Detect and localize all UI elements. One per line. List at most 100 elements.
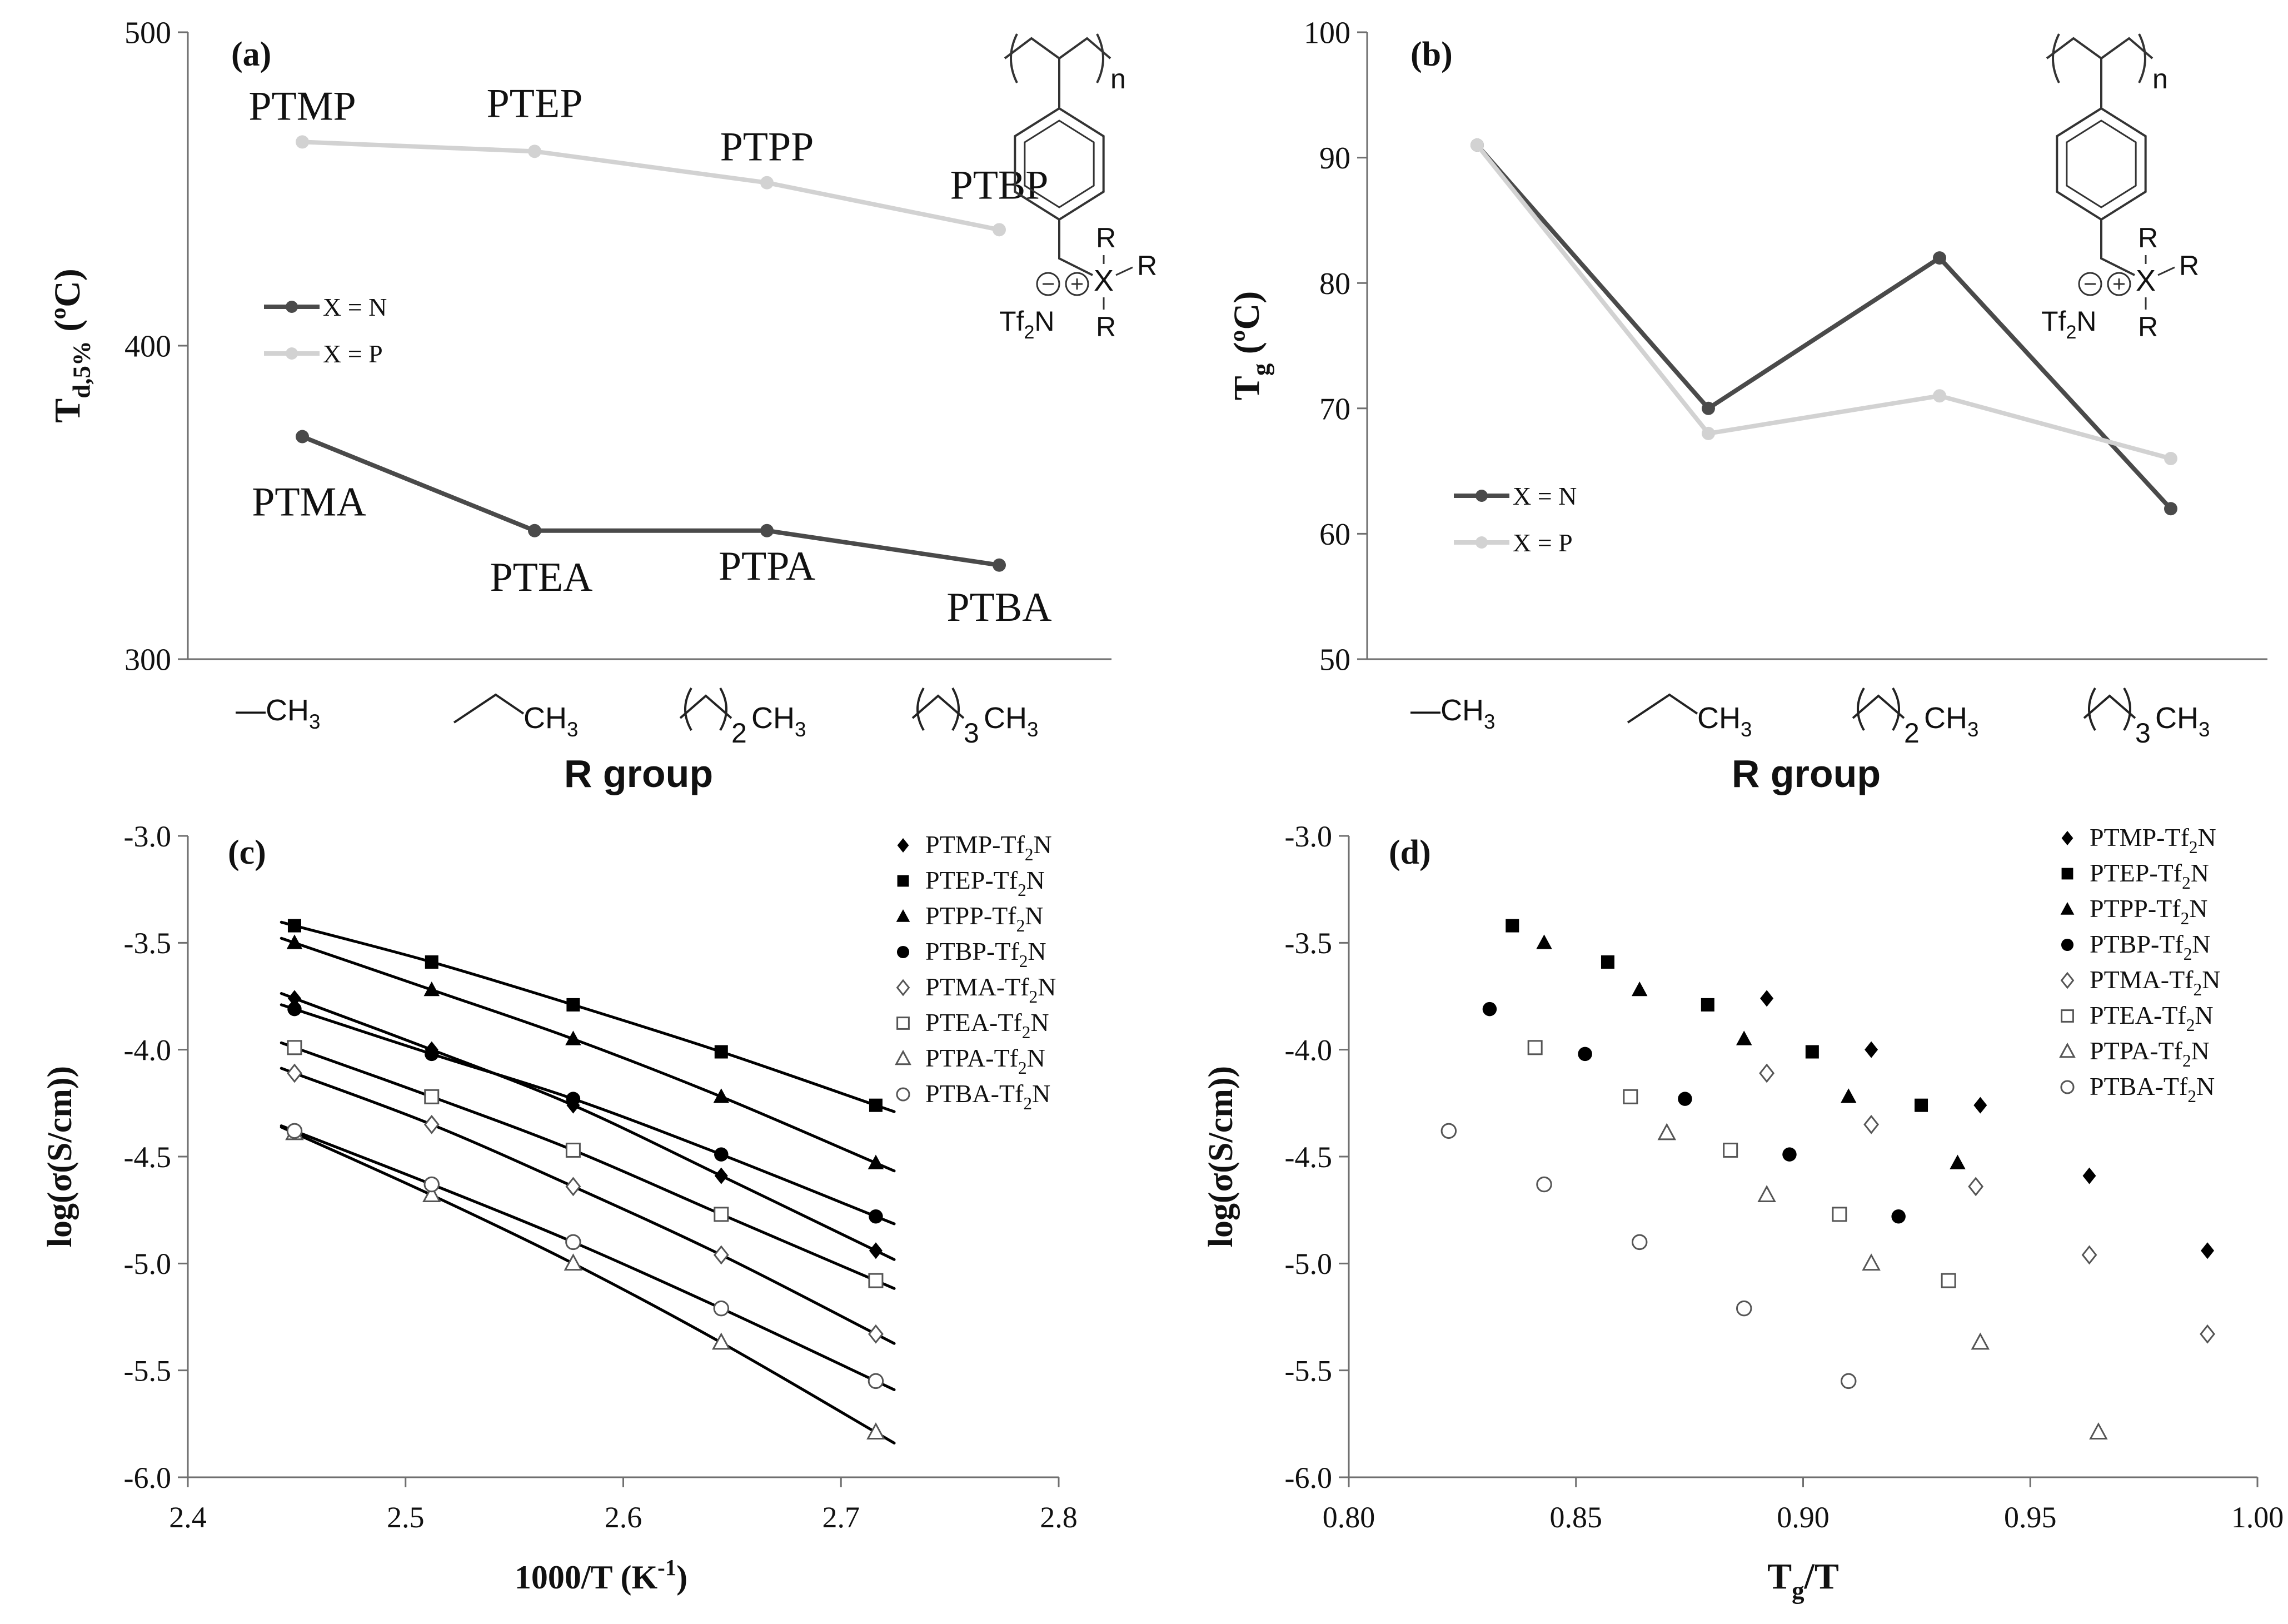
data-point <box>1891 1209 1906 1224</box>
y-tick-label: -5.0 <box>124 1247 171 1281</box>
data-point <box>713 1245 729 1265</box>
x-tick-label: 2.5 <box>387 1501 425 1534</box>
legend-label-part: PTMP-Tf <box>925 830 1025 859</box>
data-point <box>1760 990 1774 1007</box>
data-point <box>1862 1253 1881 1271</box>
panel-b: 50 60 70 80 90 100 (b) Tg (ºC) R group X = N X = P… <box>1227 16 2267 795</box>
legend-label-part: PTBA-Tf <box>2090 1072 2188 1100</box>
data-point <box>1782 1147 1797 1162</box>
data-point <box>286 934 303 949</box>
r-group-label-0-text-part: 3 <box>1484 710 1495 733</box>
data-point <box>714 1045 728 1059</box>
data-point <box>528 524 541 537</box>
structure-x: X <box>2136 264 2156 297</box>
legend-label: PTMA-Tf2N <box>2090 965 2220 999</box>
y-axis-title-part: (ºC) <box>1227 291 1267 363</box>
structure-counterion-part: 2 <box>1024 322 1034 343</box>
repeat-count: 2 <box>1904 718 1920 749</box>
data-point <box>714 1167 728 1184</box>
legend-label-part: 2 <box>1016 916 1025 935</box>
y-tick-label: -4.5 <box>124 1140 171 1174</box>
r-group-label-2-text: CH3 <box>1924 701 1978 741</box>
data-point <box>869 1209 883 1224</box>
legend-marker <box>2061 1009 2074 1023</box>
data-point <box>1702 401 1715 415</box>
legend-label: PTBP-Tf2N <box>925 937 1046 971</box>
data-point <box>1527 1040 1543 1055</box>
r-group-label-3-text-part: 3 <box>1027 718 1038 741</box>
data-point <box>565 1177 581 1197</box>
data-point <box>287 1002 302 1017</box>
x-axis-title-part: g <box>1792 1576 1804 1604</box>
legend-marker <box>895 1049 911 1065</box>
x-tick-label: 2.4 <box>169 1501 207 1534</box>
x-tick-label: 0.85 <box>1550 1501 1603 1534</box>
legend-label-part: 2 <box>2194 980 2202 999</box>
legend-marker <box>2059 1042 2076 1058</box>
data-point <box>2200 1324 2215 1344</box>
legend-label: PTMP-Tf2N <box>2090 823 2216 857</box>
fit-curve <box>280 920 896 1113</box>
y-tick-label: 50 <box>1319 643 1350 678</box>
repeat-count: 3 <box>2135 718 2151 749</box>
legend-marker <box>286 301 298 313</box>
x-bond-right <box>1115 266 1133 276</box>
legend-marker <box>2061 868 2073 880</box>
structure-paren-right <box>2138 33 2146 83</box>
fit-curve <box>280 1003 896 1226</box>
r-group-label-0-text: —CH3 <box>1410 694 1495 733</box>
legend-label-part: N <box>1026 866 1045 894</box>
series-line-p <box>302 140 1000 232</box>
legend-label-part: N <box>1030 1008 1049 1037</box>
data-point <box>1832 1207 1847 1222</box>
plus-charge-circle <box>2107 272 2131 296</box>
data-point <box>1841 1373 1857 1389</box>
legend-label-part: 2 <box>1025 845 1034 864</box>
paren-right <box>719 687 727 731</box>
y-axis-title: log(σ(S/cm)) <box>41 1066 79 1247</box>
legend-label-part: 2 <box>1022 1023 1031 1042</box>
data-point <box>528 145 541 158</box>
data-point <box>1950 1154 1966 1169</box>
legend-marker <box>896 909 910 922</box>
point-label: PTBA <box>946 585 1051 630</box>
structure-paren-left <box>2052 33 2060 83</box>
structure-paren-left <box>1010 33 1018 83</box>
alkyl-bond <box>679 694 732 719</box>
legend-label-part: 2 <box>2181 909 2190 928</box>
legend-marker <box>2061 938 2074 952</box>
y-tick-label: 100 <box>1304 16 1350 51</box>
data-point <box>1601 955 1614 969</box>
r-group-label-1-text-part: 3 <box>1741 718 1752 741</box>
structure-r-right: R <box>2179 250 2199 281</box>
data-point <box>2081 1245 2097 1265</box>
legend-marker <box>896 1017 910 1030</box>
legend-label-part: PTPP-Tf <box>925 901 1016 930</box>
point-label: PTEA <box>490 555 593 600</box>
y-tick-label: -3.5 <box>1285 926 1332 960</box>
repeat-count: 3 <box>964 718 979 749</box>
data-point <box>1915 1098 1928 1112</box>
legend-label: X = N <box>323 293 387 321</box>
data-point <box>713 1088 730 1103</box>
data-point <box>564 1253 583 1271</box>
paren-right <box>1892 687 1900 731</box>
legend-label-part: N <box>2191 859 2209 887</box>
structure-r-top: R <box>1096 222 1116 253</box>
legend-label-part: PTEA-Tf <box>2090 1001 2186 1029</box>
ethyl-bond <box>1627 693 1698 724</box>
r-group-label-2-text-part: 3 <box>795 718 806 741</box>
data-point <box>1482 1002 1497 1017</box>
backbone-bond <box>2046 37 2154 60</box>
data-point <box>712 1332 731 1350</box>
legend-label-part: PTPA-Tf <box>2090 1037 2183 1065</box>
data-point <box>868 1373 884 1389</box>
r-group-label-2-text-part: CH <box>1924 701 1967 735</box>
x-bond-right <box>2157 266 2175 276</box>
backbone-bond <box>1004 37 1111 60</box>
r-group-label-3: 3 CH3 <box>2083 687 2210 749</box>
legend-label: PTPA-Tf2N <box>2090 1037 2210 1070</box>
r-group-label-2: 2 CH3 <box>1852 687 1978 749</box>
y-axis-title-part: T <box>47 398 88 423</box>
